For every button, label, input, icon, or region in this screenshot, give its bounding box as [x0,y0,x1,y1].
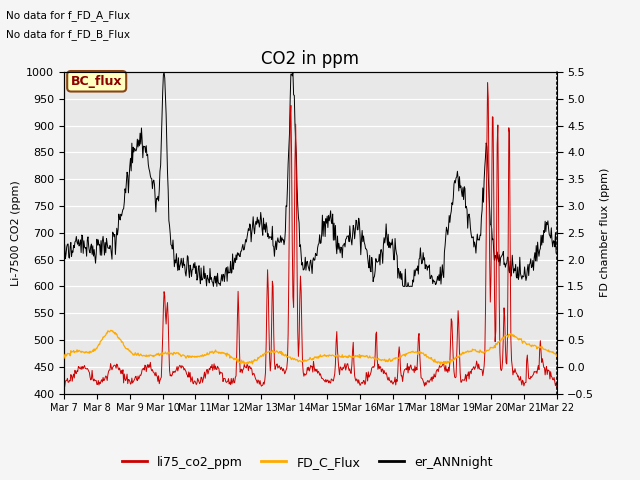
Y-axis label: Li-7500 CO2 (ppm): Li-7500 CO2 (ppm) [11,180,20,286]
Y-axis label: FD chamber flux (ppm): FD chamber flux (ppm) [600,168,610,298]
Legend: li75_co2_ppm, FD_C_Flux, er_ANNnight: li75_co2_ppm, FD_C_Flux, er_ANNnight [117,451,497,474]
Text: No data for f_FD_B_Flux: No data for f_FD_B_Flux [6,29,131,40]
Title: CO2 in ppm: CO2 in ppm [261,49,360,68]
Text: No data for f_FD_A_Flux: No data for f_FD_A_Flux [6,10,131,21]
Text: BC_flux: BC_flux [71,75,122,88]
